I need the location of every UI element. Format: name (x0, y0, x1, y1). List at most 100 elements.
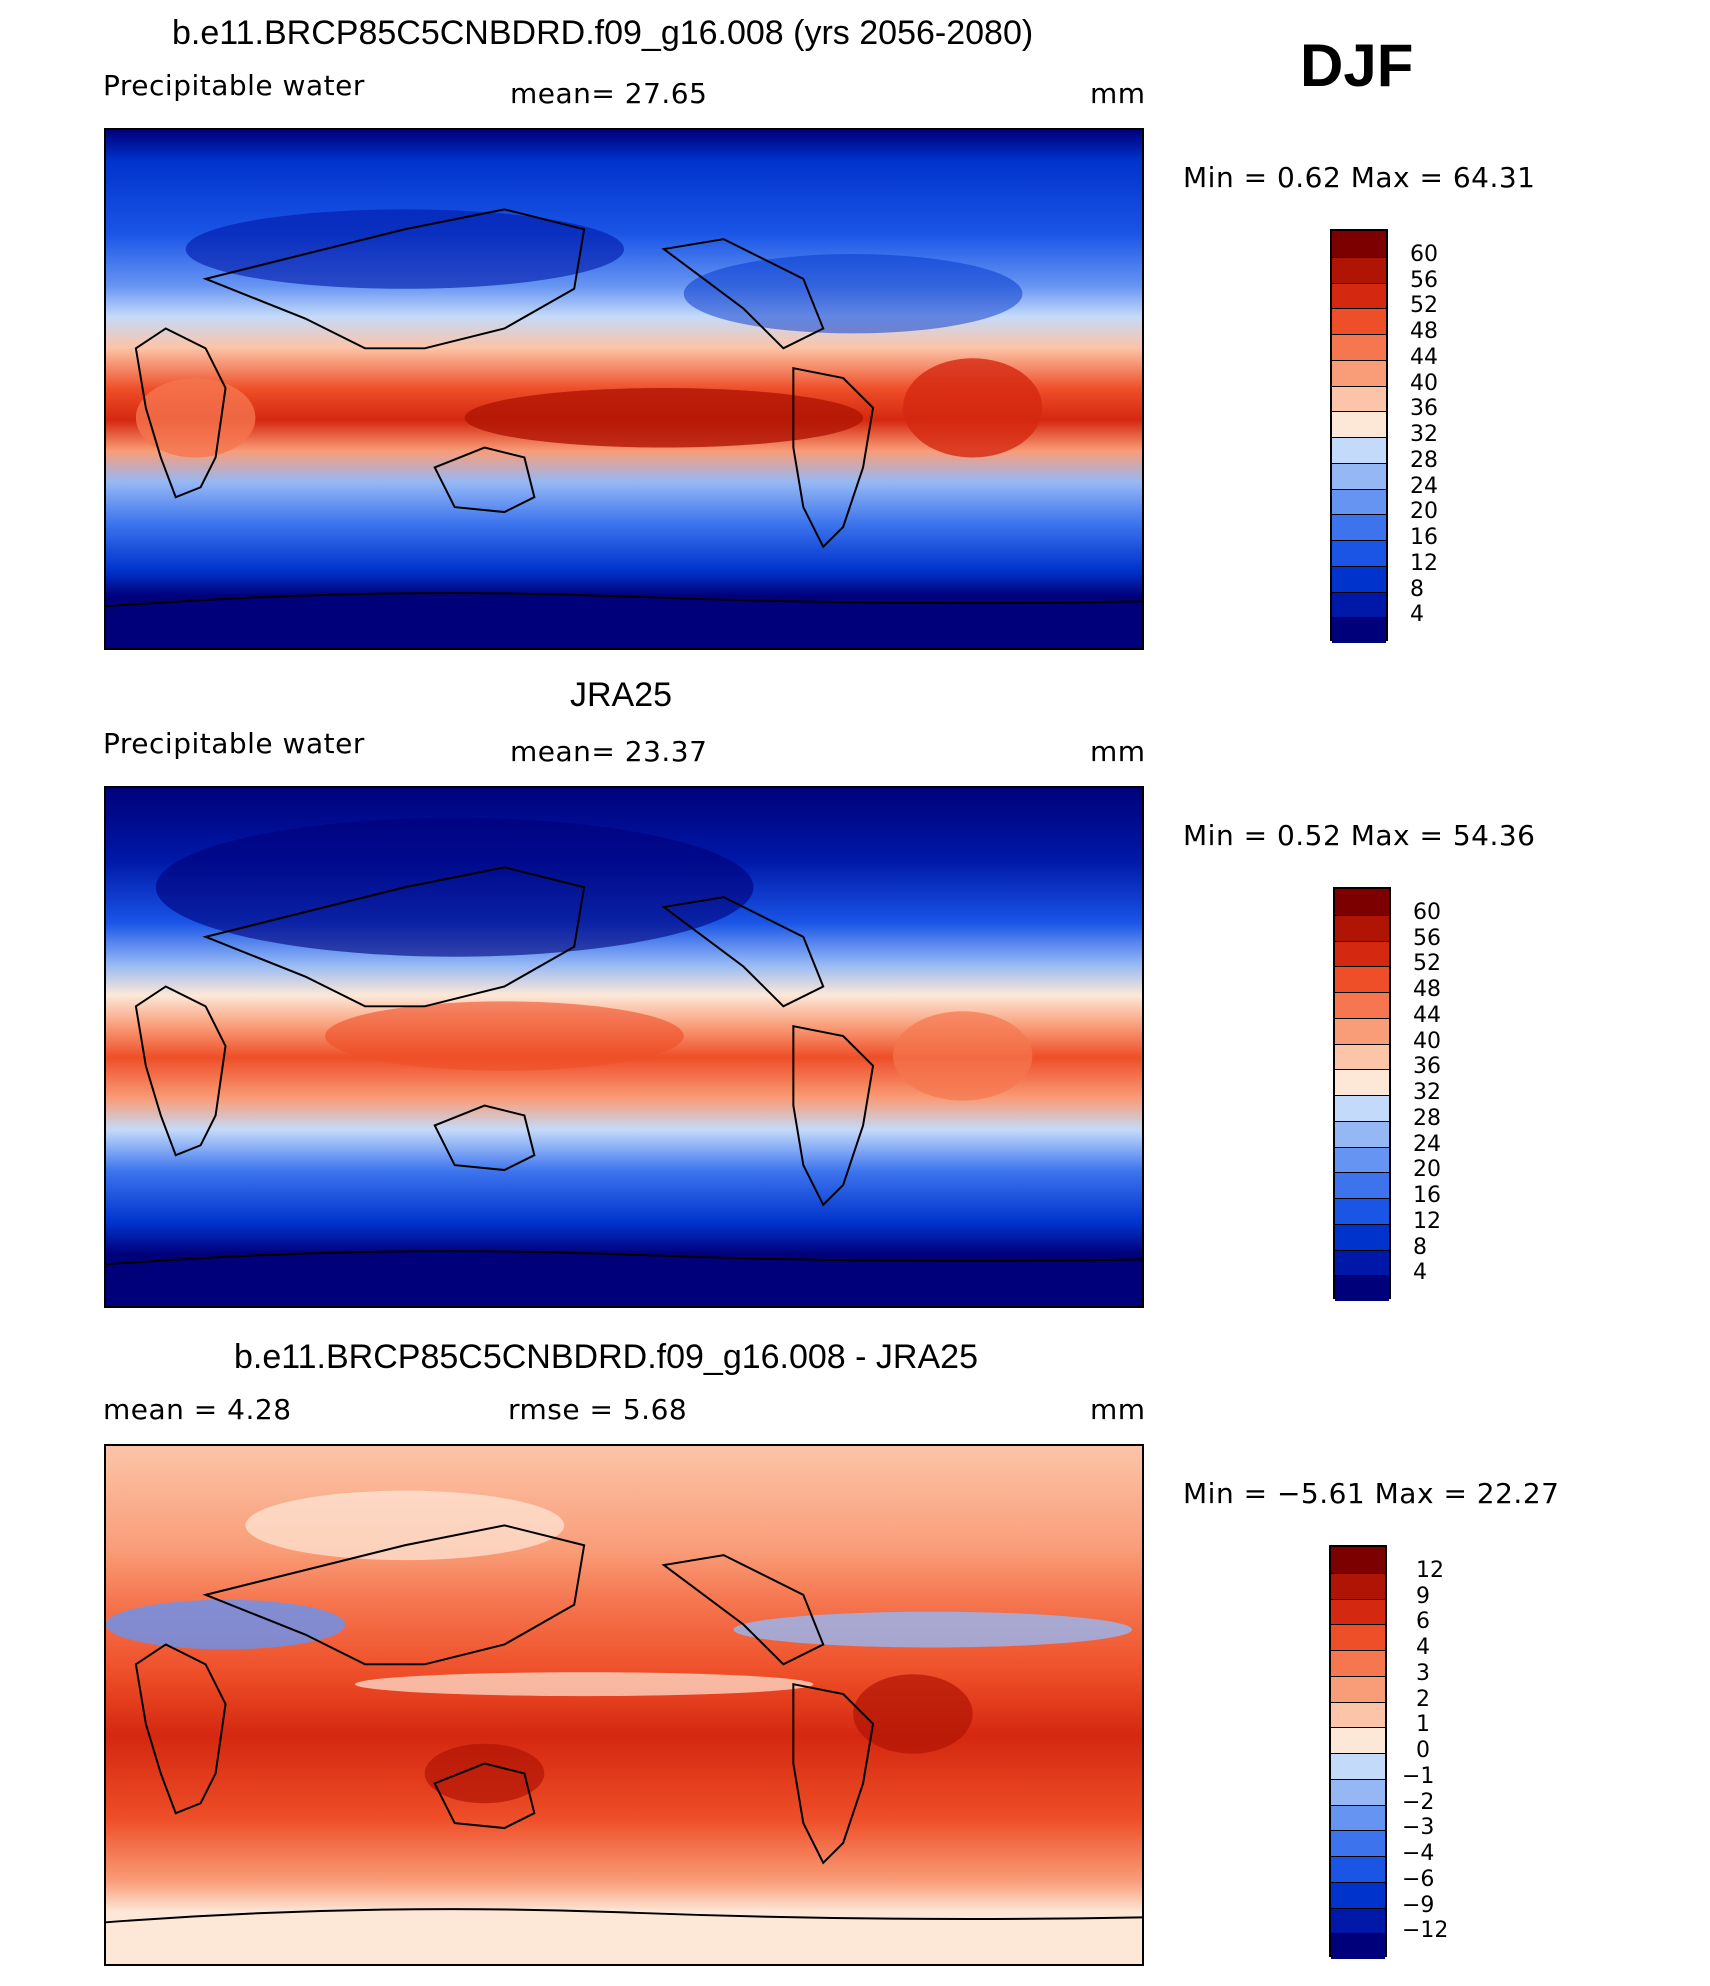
colorbar-segment (1335, 940, 1389, 967)
colorbar-segment (1335, 1249, 1389, 1276)
colorbar-tick-label: 16 (1410, 525, 1438, 550)
panel2-title: JRA25 (570, 676, 673, 714)
panel2-field (106, 788, 1142, 1306)
colorbar-tick-label: 40 (1410, 370, 1438, 396)
colorbar-tick-label: 1 (1416, 1712, 1430, 1738)
colorbar-tick-label: 4 (1413, 1260, 1427, 1286)
colorbar-tick-label: 24 (1413, 1131, 1441, 1157)
colorbar-tick-label: 28 (1410, 447, 1438, 473)
colorbar-segment (1335, 889, 1389, 915)
colorbar-segment (1335, 1172, 1389, 1198)
colorbar-tick-label: −2 (1402, 1789, 1435, 1815)
panel3-field (106, 1446, 1142, 1964)
colorbar-segment (1335, 1017, 1389, 1044)
colorbar-tick-label: 56 (1410, 267, 1438, 293)
colorbar-segment (1335, 1275, 1389, 1301)
colorbar-tick-label: 40 (1413, 1028, 1441, 1054)
colorbar-tick-label: 0 (1416, 1738, 1430, 1763)
panel2-units-label: mm (1090, 735, 1146, 768)
colorbar-segment (1332, 462, 1386, 489)
colorbar-segment (1332, 308, 1386, 334)
panel3-rmse-label: rmse = 5.68 (508, 1393, 688, 1426)
colorbar-tick-label: 8 (1413, 1234, 1427, 1260)
colorbar-segment (1332, 591, 1386, 618)
colorbar-segment (1335, 1095, 1389, 1121)
panel1-map (104, 128, 1144, 650)
colorbar-segment (1331, 1727, 1385, 1753)
colorbar-segment (1332, 385, 1386, 412)
colorbar-tick-label: 20 (1410, 499, 1438, 525)
colorbar-segment (1335, 1198, 1389, 1224)
colorbar-segment (1332, 359, 1386, 386)
colorbar-tick-label: 12 (1413, 1208, 1441, 1234)
colorbar-tick-label: 4 (1410, 602, 1424, 628)
panel2-minmax-label: Min = 0.52 Max = 54.36 (1183, 819, 1536, 852)
colorbar-tick-label: 12 (1416, 1557, 1444, 1583)
colorbar-tick-label: 44 (1410, 344, 1438, 370)
colorbar-tick-label: 32 (1410, 422, 1438, 447)
colorbar-tick-label: −1 (1402, 1763, 1435, 1789)
colorbar-segment (1332, 488, 1386, 515)
panel2-mean-label: mean= 23.37 (510, 735, 708, 768)
panel3-title: b.e11.BRCP85C5CNBDRD.f09_g16.008 - JRA25 (234, 1338, 978, 1376)
colorbar-segment (1332, 514, 1386, 540)
colorbar-tick-label: 16 (1413, 1183, 1441, 1208)
colorbar-segment (1332, 411, 1386, 437)
colorbar-tick-label: 9 (1416, 1583, 1430, 1609)
panel3-colorbar (1329, 1545, 1387, 1959)
colorbar-segment (1331, 1675, 1385, 1702)
panel3-units-label: mm (1090, 1393, 1146, 1426)
colorbar-tick-label: 20 (1413, 1157, 1441, 1183)
colorbar-segment (1331, 1856, 1385, 1882)
colorbar-segment (1332, 565, 1386, 592)
panel1-title: b.e11.BRCP85C5CNBDRD.f09_g16.008 (yrs 20… (172, 14, 1034, 52)
colorbar-tick-label: 52 (1413, 951, 1441, 977)
colorbar-tick-label: 44 (1413, 1002, 1441, 1028)
panel1-variable-label: Precipitable water (103, 69, 365, 102)
panel2-map (104, 786, 1144, 1308)
colorbar-tick-label: 2 (1416, 1686, 1430, 1712)
panel1-units-label: mm (1090, 77, 1146, 110)
colorbar-segment (1335, 1146, 1389, 1173)
colorbar-tick-label: −3 (1402, 1815, 1435, 1841)
panel1-field (106, 130, 1142, 648)
colorbar-tick-label: 48 (1410, 319, 1438, 344)
colorbar-tick-label: 36 (1413, 1054, 1441, 1080)
colorbar-segment (1335, 1120, 1389, 1147)
season-label: DJF (1300, 32, 1414, 99)
colorbar-segment (1332, 437, 1386, 463)
colorbar-segment (1331, 1753, 1385, 1779)
panel3-map (104, 1444, 1144, 1966)
colorbar-segment (1335, 1223, 1389, 1250)
colorbar-segment (1335, 1043, 1389, 1070)
colorbar-tick-label: 6 (1416, 1609, 1430, 1635)
panel3-minmax-label: Min = −5.61 Max = 22.27 (1183, 1477, 1560, 1510)
colorbar-segment (1331, 1778, 1385, 1805)
colorbar-segment (1331, 1650, 1385, 1676)
colorbar-tick-label: 12 (1410, 550, 1438, 576)
panel1-minmax-label: Min = 0.62 Max = 64.31 (1183, 161, 1536, 194)
colorbar-segment (1331, 1598, 1385, 1625)
colorbar-segment (1331, 1572, 1385, 1599)
colorbar-segment (1331, 1907, 1385, 1934)
colorbar-segment (1332, 231, 1386, 257)
panel2-variable-label: Precipitable water (103, 727, 365, 760)
colorbar-segment (1331, 1701, 1385, 1728)
colorbar-segment (1331, 1624, 1385, 1650)
colorbar-segment (1335, 992, 1389, 1018)
colorbar-segment (1331, 1933, 1385, 1959)
colorbar-tick-label: 3 (1416, 1660, 1430, 1686)
panel3-mean-label: mean = 4.28 (103, 1393, 292, 1426)
colorbar-segment (1332, 282, 1386, 309)
colorbar-segment (1332, 617, 1386, 643)
colorbar-segment (1331, 1881, 1385, 1908)
colorbar-tick-label: 24 (1410, 473, 1438, 499)
panel1-mean-label: mean= 27.65 (510, 77, 708, 110)
colorbar-segment (1335, 1069, 1389, 1095)
colorbar-tick-label: 60 (1413, 899, 1441, 925)
colorbar-tick-label: 4 (1416, 1635, 1430, 1660)
panel2-colorbar (1333, 887, 1391, 1301)
panel1-colorbar (1330, 229, 1388, 643)
colorbar-tick-label: 56 (1413, 925, 1441, 951)
colorbar-tick-label: 48 (1413, 977, 1441, 1002)
